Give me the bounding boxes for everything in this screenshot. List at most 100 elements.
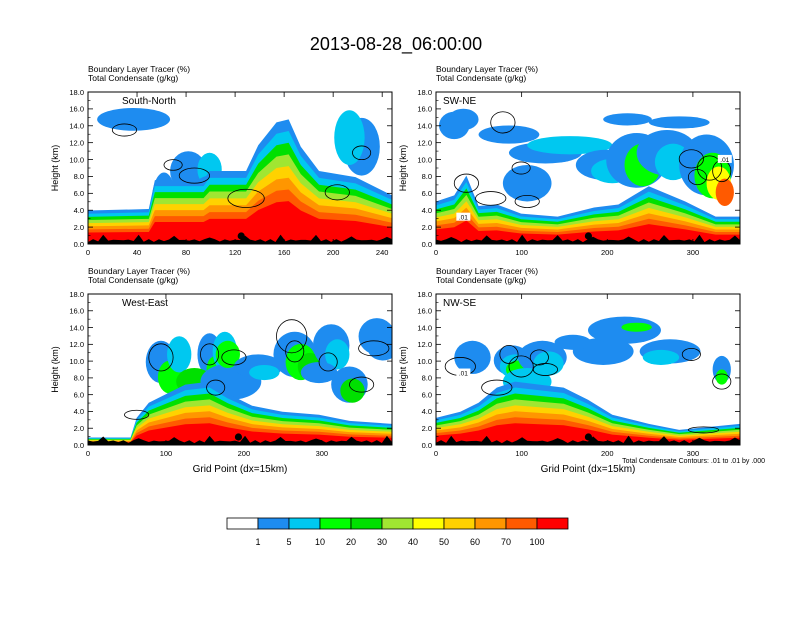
tracer-cloud xyxy=(554,334,592,350)
condensate-contour xyxy=(178,167,210,184)
colorbar-swatch xyxy=(536,517,569,530)
y-axis-label: Height (km) xyxy=(398,145,408,192)
x-tick-label: 200 xyxy=(238,449,251,458)
location-marker xyxy=(584,433,593,441)
y-axis-label: Height (km) xyxy=(398,346,408,393)
condensate-contour xyxy=(206,379,226,396)
tracer-cloud xyxy=(527,136,613,155)
colorbar-label: 10 xyxy=(315,537,325,547)
condensate-contour xyxy=(124,409,150,420)
contour-label: .01 xyxy=(459,215,468,222)
x-tick-label: 160 xyxy=(278,248,291,257)
tracer-cloud xyxy=(249,364,280,381)
location-marker xyxy=(234,433,243,441)
y-tick-label: 8.0 xyxy=(422,374,432,383)
panel-nw-se: Boundary Layer Tracer (%)Total Condensat… xyxy=(398,266,741,475)
condensate-contour xyxy=(499,344,519,364)
colorbar-label: 1 xyxy=(255,537,260,547)
y-tick-label: 4.0 xyxy=(422,206,432,215)
y-tick-label: 12.0 xyxy=(417,340,432,349)
panel-header-tracer: Boundary Layer Tracer (%) xyxy=(88,64,190,74)
condensate-contour xyxy=(349,376,375,393)
y-tick-label: 6.0 xyxy=(74,390,84,399)
x-tick-label: 100 xyxy=(515,248,528,257)
condensate-contour xyxy=(681,347,701,361)
colorbar-label: 20 xyxy=(346,537,356,547)
condensate-contour xyxy=(678,149,704,169)
y-tick-label: 16.0 xyxy=(417,307,432,316)
colorbar-label: 100 xyxy=(529,537,544,547)
colorbar-label: 40 xyxy=(408,537,418,547)
x-tick-label: 0 xyxy=(86,449,90,458)
tracer-cloud xyxy=(97,107,171,131)
colorbar-swatch xyxy=(257,517,290,530)
tracer-cloud xyxy=(621,322,652,332)
x-tick-label: 0 xyxy=(434,449,438,458)
condensate-contour xyxy=(514,194,540,208)
y-tick-label: 4.0 xyxy=(74,206,84,215)
y-tick-label: 2.0 xyxy=(74,223,84,232)
colorbar-swatch xyxy=(381,517,414,530)
y-tick-label: 18.0 xyxy=(69,88,84,97)
y-tick-label: 10.0 xyxy=(417,155,432,164)
condensate-contour xyxy=(511,161,531,175)
y-tick-label: 2.0 xyxy=(422,223,432,232)
x-tick-label: 40 xyxy=(133,248,141,257)
y-tick-label: 18.0 xyxy=(69,290,84,299)
shaded-field xyxy=(88,92,392,244)
x-axis-label: Grid Point (dx=15km) xyxy=(193,464,288,475)
tracer-cloud xyxy=(215,340,240,368)
condensate-contour xyxy=(111,123,138,137)
contour-label: .01 xyxy=(720,157,729,164)
x-tick-label: 200 xyxy=(601,248,614,257)
y-tick-label: 12.0 xyxy=(69,138,84,147)
tracer-cloud xyxy=(603,113,652,126)
y-tick-label: 8.0 xyxy=(74,374,84,383)
y-tick-label: 8.0 xyxy=(422,172,432,181)
tracer-cloud xyxy=(715,369,728,385)
condensate-contour xyxy=(490,111,516,134)
panel-header-condensate: Total Condensate (g/kg) xyxy=(88,73,178,83)
y-axis-label: Height (km) xyxy=(50,145,60,192)
x-axis-label: Grid Point (dx=15km) xyxy=(541,464,636,475)
contour-label: .01 xyxy=(459,371,468,378)
condensate-contour xyxy=(687,426,720,434)
panel-title: South-North xyxy=(122,96,176,107)
x-tick-label: 240 xyxy=(376,248,389,257)
y-tick-label: 6.0 xyxy=(422,390,432,399)
condensate-contour xyxy=(508,355,534,378)
colorbar-swatch xyxy=(412,517,445,530)
y-tick-label: 6.0 xyxy=(422,189,432,198)
colorbar-label: 60 xyxy=(470,537,480,547)
y-tick-label: 12.0 xyxy=(69,340,84,349)
condensate-contour xyxy=(148,343,174,372)
condensate-contour xyxy=(285,340,305,363)
panel-header-condensate: Total Condensate (g/kg) xyxy=(436,275,526,285)
colorbar-swatch xyxy=(350,517,383,530)
tracer-cloud xyxy=(334,110,365,165)
panel-title: NW-SE xyxy=(443,298,476,309)
condensate-contour xyxy=(481,379,513,396)
colorbar-label: 70 xyxy=(501,537,511,547)
y-tick-label: 16.0 xyxy=(417,105,432,114)
x-tick-label: 100 xyxy=(160,449,173,458)
panel-header-tracer: Boundary Layer Tracer (%) xyxy=(88,266,190,276)
condensate-contour xyxy=(697,155,723,181)
y-tick-label: 4.0 xyxy=(422,407,432,416)
x-tick-label: 80 xyxy=(182,248,190,257)
panel-west-east: Boundary Layer Tracer (%)Total Condensat… xyxy=(50,266,393,475)
y-tick-label: 14.0 xyxy=(69,122,84,131)
y-tick-label: 2.0 xyxy=(74,424,84,433)
x-tick-label: 300 xyxy=(316,449,329,458)
condensate-contour xyxy=(200,343,220,366)
y-tick-label: 10.0 xyxy=(69,357,84,366)
condensate-contour xyxy=(687,169,707,186)
condensate-contour xyxy=(276,319,308,354)
y-tick-label: 2.0 xyxy=(422,424,432,433)
condensate-contour xyxy=(475,191,507,206)
tracer-cloud xyxy=(167,336,192,373)
y-tick-label: 18.0 xyxy=(417,290,432,299)
tracer-cloud xyxy=(648,116,710,129)
x-tick-label: 100 xyxy=(515,449,528,458)
colorbar-swatch xyxy=(443,517,476,530)
